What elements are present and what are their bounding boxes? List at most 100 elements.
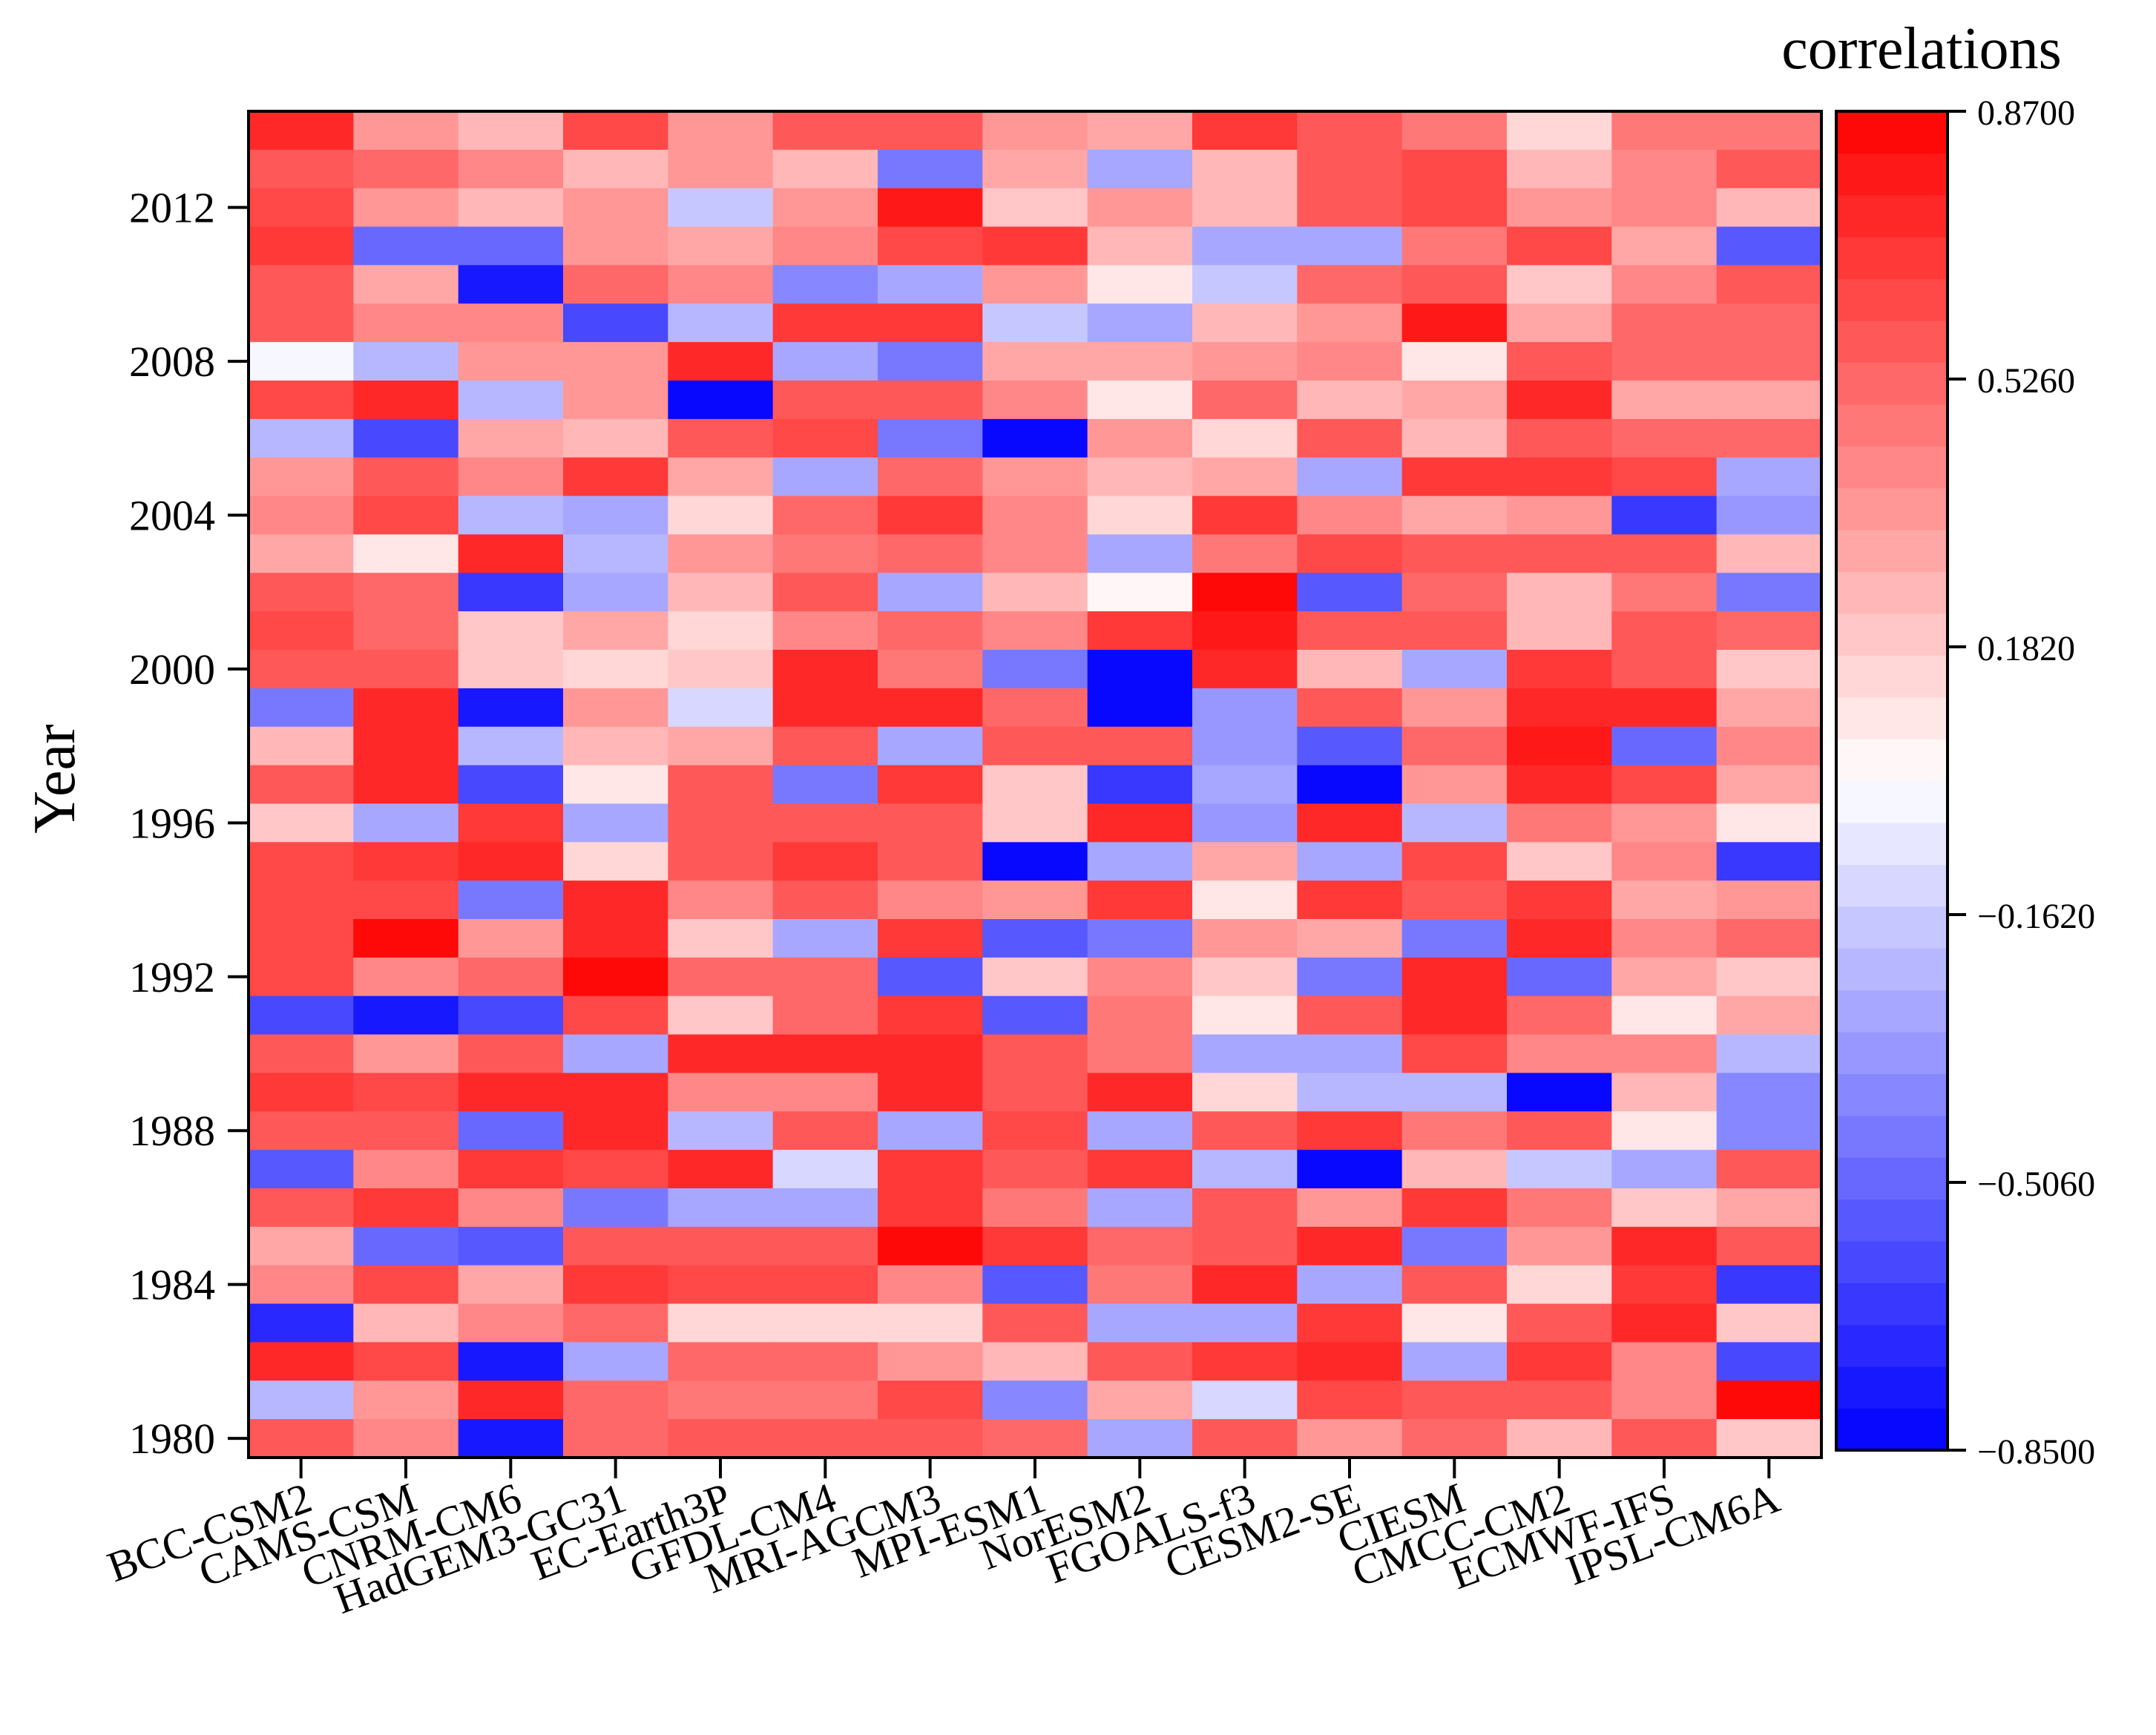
heatmap-cell (249, 1073, 354, 1112)
heatmap-cell (1716, 1226, 1822, 1266)
heatmap-cell (982, 226, 1088, 266)
heatmap-cell (1297, 1419, 1403, 1458)
heatmap-cell (353, 303, 459, 343)
heatmap-cell (353, 650, 459, 689)
heatmap-cell (878, 111, 983, 151)
heatmap-cell (772, 418, 878, 458)
y-axis-label: Year (22, 724, 88, 833)
heatmap-cell (1716, 957, 1822, 997)
heatmap-cell (1716, 1034, 1822, 1074)
heatmap-cell (982, 688, 1088, 728)
heatmap-cell (249, 688, 354, 728)
heatmap-cell (1611, 1419, 1718, 1458)
heatmap-cell (1297, 919, 1403, 958)
heatmap-cell (1297, 957, 1403, 997)
heatmap-cell (563, 880, 668, 920)
colorbar-band (1836, 1199, 1948, 1242)
heatmap-cell (1192, 1226, 1298, 1266)
heatmap-cell (353, 188, 459, 228)
heatmap-cell (1611, 496, 1718, 536)
heatmap-cell (249, 919, 354, 958)
heatmap-cell (1297, 1380, 1403, 1420)
heatmap-cell (1611, 880, 1718, 920)
heatmap-cell (772, 919, 878, 958)
heatmap-cell (668, 496, 774, 536)
heatmap-cell (563, 1419, 668, 1458)
heatmap-cell (249, 611, 354, 651)
heatmap-cell (1716, 1303, 1822, 1343)
heatmap-cell (1507, 1150, 1612, 1189)
heatmap-cell (772, 650, 878, 689)
heatmap-cells (249, 111, 1822, 1458)
heatmap-cell (1401, 149, 1508, 189)
heatmap-cell (982, 534, 1088, 573)
heatmap-cell (1507, 1419, 1612, 1458)
heatmap-cell (458, 919, 564, 958)
colorbar-band (1836, 320, 1948, 363)
heatmap-cell (772, 803, 878, 843)
heatmap-cell (772, 726, 878, 766)
heatmap-cell (982, 1265, 1088, 1305)
heatmap-cell (1401, 1073, 1508, 1112)
heatmap-cell (249, 573, 354, 612)
heatmap-cell (1087, 650, 1193, 689)
heatmap-cell (878, 1342, 983, 1381)
heatmap-cell (1611, 765, 1718, 805)
heatmap-cell (1716, 1111, 1822, 1150)
heatmap-cell (1297, 1226, 1403, 1266)
heatmap-cell (878, 688, 983, 728)
colorbar-band (1836, 1157, 1948, 1200)
heatmap-cell (878, 418, 983, 458)
colorbar (1836, 111, 1948, 1451)
heatmap-cell (1297, 1150, 1403, 1189)
heatmap-cell (1507, 1073, 1612, 1112)
heatmap-cell (982, 995, 1088, 1036)
heatmap-cell (878, 342, 983, 381)
heatmap-cell (1716, 611, 1822, 651)
heatmap-cell (1192, 880, 1298, 920)
heatmap-cell (1401, 726, 1508, 766)
heatmap-cell (1087, 149, 1193, 189)
heatmap-cell (878, 1303, 983, 1343)
heatmap-cell (668, 265, 774, 304)
heatmap-cell (878, 880, 983, 920)
heatmap-cell (1507, 457, 1612, 497)
heatmap-cell (982, 381, 1088, 420)
heatmap-cell (1192, 919, 1298, 958)
heatmap-cell (1507, 381, 1612, 420)
heatmap-cell (1087, 842, 1193, 881)
heatmap-cell (1297, 803, 1403, 843)
heatmap-cell (982, 149, 1088, 189)
heatmap-cell (1087, 342, 1193, 381)
colorbar-band (1836, 237, 1948, 280)
heatmap-cell (982, 919, 1088, 958)
y-tick-label: 1984 (129, 1261, 215, 1309)
heatmap-cell (1716, 880, 1822, 920)
heatmap-cell (1507, 842, 1612, 881)
colorbar-band (1836, 906, 1948, 949)
y-tick-label: 2000 (129, 645, 215, 694)
heatmap-cell (1611, 457, 1718, 497)
heatmap-cell (249, 1342, 354, 1381)
y-tick-label: 1996 (129, 799, 215, 847)
colorbar-tick-label: −0.1620 (1977, 897, 2095, 936)
heatmap-cell (878, 1226, 983, 1266)
heatmap-cell (1087, 381, 1193, 420)
heatmap-cell (1716, 765, 1822, 805)
heatmap-cell (353, 957, 459, 997)
colorbar-tick-label: −0.8500 (1977, 1432, 2095, 1472)
heatmap-cell (249, 842, 354, 881)
heatmap-cell (1716, 1188, 1822, 1228)
heatmap-cell (1611, 1226, 1718, 1266)
heatmap-cell (1401, 1188, 1508, 1228)
heatmap-cell (1087, 957, 1193, 997)
heatmap-cell (982, 611, 1088, 651)
heatmap-cell (772, 226, 878, 266)
heatmap-cell (1192, 1380, 1298, 1420)
heatmap-cell (1401, 803, 1508, 843)
heatmap-cell (1087, 418, 1193, 458)
heatmap-cell (458, 726, 564, 766)
y-axis: 2012 2008 2004 2000 1996 1992 1988 1984 1980 (129, 184, 249, 1463)
heatmap-cell (563, 611, 668, 651)
heatmap-cell (1507, 880, 1612, 920)
